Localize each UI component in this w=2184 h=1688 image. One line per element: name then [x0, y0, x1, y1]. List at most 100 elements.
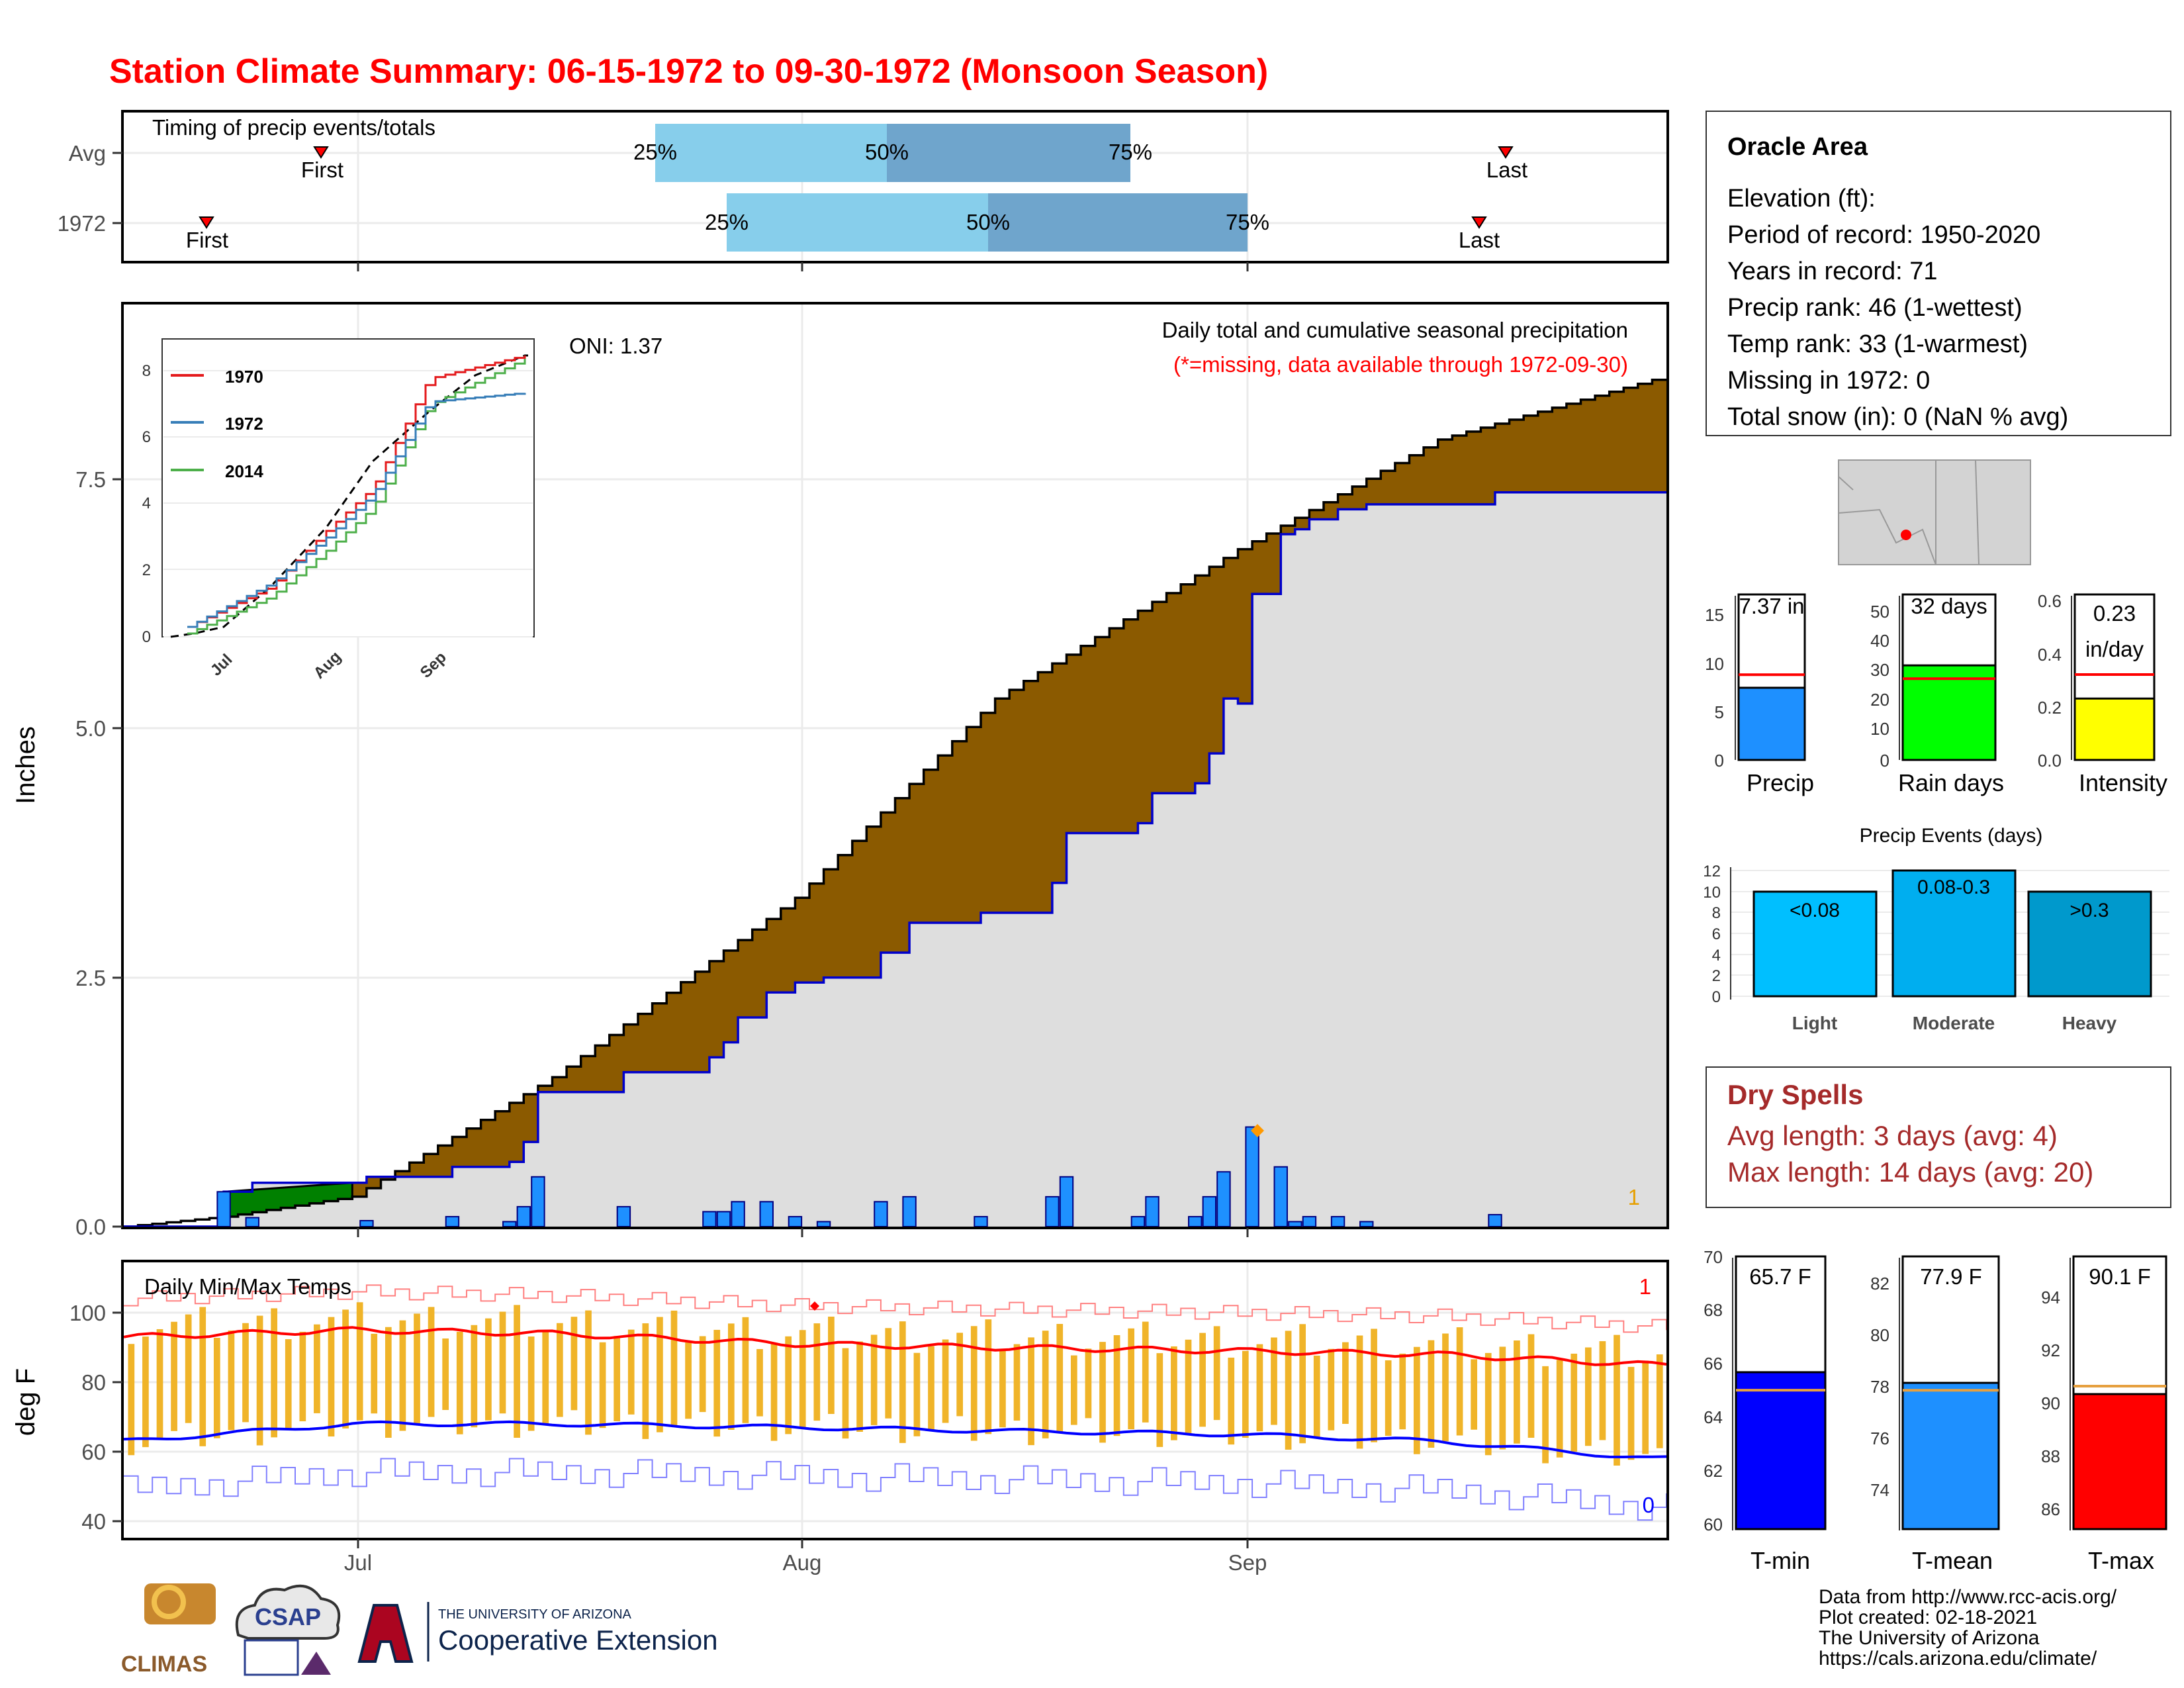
tmin-ytick-60: 60 — [1704, 1515, 1723, 1534]
daily-temp-range-bar — [970, 1326, 978, 1441]
daily-temp-range-bar — [399, 1320, 406, 1431]
precip-mini-value: 7.37 in — [1739, 594, 1804, 618]
climas-sun-icon — [152, 1585, 186, 1619]
daily-temp-range-bar — [670, 1310, 678, 1426]
daily-temp-range-bar — [627, 1329, 635, 1415]
daily-temp-range-bar — [1113, 1335, 1120, 1436]
daily-temp-range-bar — [899, 1321, 906, 1443]
events-ytick-4: 4 — [1712, 947, 1721, 964]
events-xtick-heavy: Heavy — [2062, 1013, 2117, 1033]
temp-frame — [121, 1260, 1669, 1540]
daily-temp-range-bar — [128, 1344, 135, 1456]
station-name: Oracle Area — [1727, 133, 1868, 161]
tmin-ytick-66: 66 — [1704, 1354, 1723, 1374]
daily-temp-range-bar — [770, 1342, 778, 1441]
daily-temp-range-bar — [1356, 1335, 1363, 1449]
inset-ytick-6: 6 — [142, 428, 151, 446]
daily-temp-range-bar — [1328, 1348, 1335, 1430]
ua-a-icon — [357, 1604, 414, 1663]
yr-first-marker — [199, 216, 214, 229]
daily-temp-range-bar — [713, 1329, 721, 1437]
daily-precip-bar — [902, 1196, 917, 1227]
daily-temp-range-bar — [171, 1321, 177, 1431]
daily-precip-bar — [245, 1217, 259, 1227]
daily-temp-range-bar — [785, 1336, 792, 1434]
daily-temp-range-bar — [1484, 1352, 1492, 1456]
raindays-mini-ytick-0: 0 — [1880, 751, 1889, 771]
daily-precip-bar — [531, 1176, 545, 1227]
intensity-mini-ytick-0: 0.0 — [2038, 751, 2062, 771]
tmin-value: 65.7 F — [1749, 1264, 1811, 1289]
daily-precip-bar — [516, 1205, 531, 1228]
missing-note: (*=missing, data available through 1972-… — [1173, 352, 1628, 377]
timing-row-1972: 1972 — [58, 211, 106, 236]
daily-temp-range-bar — [870, 1335, 878, 1425]
daily-temp-range-bar — [842, 1348, 849, 1439]
credits: Data from http://www.rcc-acis.org/ Plot … — [1819, 1586, 2117, 1669]
daily-precip-bar — [974, 1215, 988, 1227]
daily-temp-range-bar — [1299, 1324, 1306, 1444]
daily-precip-bar — [1045, 1196, 1060, 1227]
daily-temp-range-bar — [942, 1339, 949, 1423]
events-ytick-10: 10 — [1703, 884, 1721, 902]
temp-title: Daily Min/Max Temps — [144, 1274, 351, 1299]
events-bar-moderate — [1891, 869, 2017, 998]
timing-panel: Timing of precip events/totals 25% 50% 7… — [58, 110, 1669, 271]
precip-mini-ytick-10: 10 — [1705, 654, 1724, 674]
timing-label: Timing of precip events/totals — [152, 115, 435, 140]
daily-temp-range-bar — [799, 1330, 806, 1428]
daily-precip-bar — [216, 1191, 231, 1227]
map-background — [1838, 459, 2031, 565]
daily-temp-range-bar — [1142, 1321, 1149, 1423]
daily-temp-range-bar — [1128, 1328, 1135, 1430]
yr-last-label: Last — [1459, 228, 1500, 252]
daily-temp-range-bar — [928, 1346, 934, 1430]
daily-temp-range-bar — [199, 1307, 206, 1446]
daily-temp-range-bar — [1656, 1354, 1663, 1448]
station-missing: Missing in 1972: 0 — [1727, 367, 1930, 395]
deficit-area — [352, 379, 1666, 1199]
avg-75-label: 75% — [1109, 140, 1152, 164]
xtick-sep: Sep — [1228, 1550, 1267, 1575]
daily-temp-range-bar — [256, 1315, 263, 1446]
daily-precip-bar — [731, 1201, 745, 1227]
figure-title: Station Climate Summary: 06-15-1972 to 0… — [109, 52, 1268, 91]
avg-25-label: 25% — [633, 140, 677, 164]
daily-temp-range-bar — [614, 1336, 621, 1421]
daily-temp-range-bar — [356, 1302, 363, 1421]
dry-spells-title: Dry Spells — [1727, 1079, 1863, 1110]
tmean-value: 77.9 F — [1920, 1264, 1982, 1289]
inset-ytick-2: 2 — [142, 561, 151, 579]
daily-temp-range-bar — [156, 1329, 163, 1439]
daily-temp-range-bars — [128, 1302, 1663, 1466]
daily-precip-bar — [1273, 1166, 1288, 1227]
precip-ylabel: Inches — [11, 726, 40, 804]
daily-temp-range-bar — [285, 1339, 292, 1430]
daily-temp-range-bar — [1514, 1340, 1520, 1444]
yr-50-label: 50% — [966, 210, 1010, 234]
daily-temp-range-bar — [428, 1307, 435, 1417]
daily-temp-range-bar — [1242, 1350, 1249, 1438]
precip-ytick-1: 2.5 — [75, 966, 106, 990]
dry-spells-max: Max length: 14 days (avg: 20) — [1727, 1156, 2093, 1188]
daily-temp-range-bar — [1456, 1327, 1463, 1436]
precip-count-label: 1 — [1628, 1185, 1640, 1209]
daily-temp-range-bar — [1085, 1348, 1092, 1419]
daily-precip-bar — [1288, 1221, 1302, 1227]
temp-ytick-40: 40 — [81, 1509, 106, 1534]
daily-temp-range-bar — [1442, 1333, 1449, 1442]
ua-university-text: THE UNIVERSITY OF ARIZONA — [438, 1607, 632, 1622]
daily-temp-range-bar — [527, 1336, 535, 1431]
events-ytick-12: 12 — [1703, 863, 1721, 880]
precip-events-chart: Precip Events (days) <0.08 0.08-0.3 >0.3… — [1703, 825, 2169, 1033]
tmin-bar-chart: 65.7 F T-min 60 62 64 66 68 70 — [1704, 1247, 1827, 1574]
daily-temp-range-bar — [856, 1341, 863, 1432]
avg-q50-75-bar — [887, 124, 1130, 182]
daily-precip-bar — [1130, 1215, 1146, 1227]
avg-last-marker — [1498, 146, 1514, 159]
raindays-mini-value: 32 days — [1911, 594, 1987, 618]
inset-ytick-8: 8 — [142, 362, 151, 380]
daily-temp-range-bar — [499, 1311, 506, 1414]
yr-75-label: 75% — [1226, 210, 1269, 234]
